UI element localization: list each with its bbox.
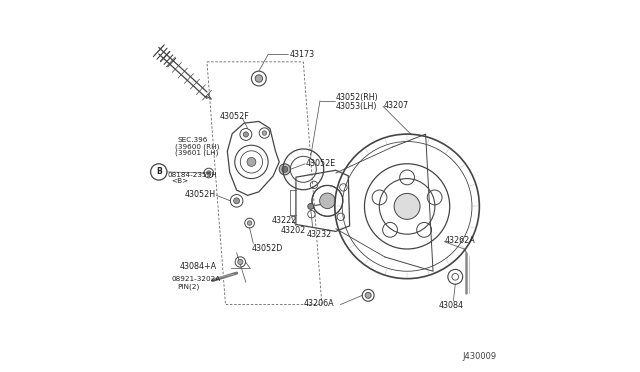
Text: 43207: 43207 xyxy=(384,101,409,110)
Text: J430009: J430009 xyxy=(462,352,496,361)
Circle shape xyxy=(248,221,252,225)
Circle shape xyxy=(279,164,291,175)
Circle shape xyxy=(365,292,371,298)
Text: 43052H: 43052H xyxy=(185,190,216,199)
Text: 43173: 43173 xyxy=(289,50,314,59)
Circle shape xyxy=(262,131,267,135)
Text: 43052D: 43052D xyxy=(252,244,283,253)
Text: 43084+A: 43084+A xyxy=(179,262,216,271)
Circle shape xyxy=(319,193,335,209)
Circle shape xyxy=(234,198,239,204)
Text: <B>: <B> xyxy=(171,178,188,184)
Text: 43052F: 43052F xyxy=(220,112,250,121)
Text: 08921-3202A: 08921-3202A xyxy=(172,276,221,282)
Text: 08184-2355H: 08184-2355H xyxy=(167,172,217,178)
Circle shape xyxy=(255,75,262,82)
Text: 43053(LH): 43053(LH) xyxy=(335,102,377,111)
Circle shape xyxy=(243,132,248,137)
Text: 43206A: 43206A xyxy=(303,299,334,308)
Circle shape xyxy=(282,166,288,172)
Text: 43052E: 43052E xyxy=(306,159,336,168)
Circle shape xyxy=(207,171,211,175)
Text: SEC.396: SEC.396 xyxy=(177,137,208,143)
Circle shape xyxy=(237,259,243,264)
Text: PIN(2): PIN(2) xyxy=(177,283,200,290)
Circle shape xyxy=(394,193,420,219)
Text: 43202: 43202 xyxy=(281,225,307,234)
Text: 43052(RH): 43052(RH) xyxy=(335,93,378,102)
Text: 43084: 43084 xyxy=(438,301,463,310)
Text: (39600 (RH): (39600 (RH) xyxy=(175,143,219,150)
Text: 43222: 43222 xyxy=(272,217,297,225)
Text: B: B xyxy=(156,167,162,176)
Circle shape xyxy=(308,203,314,209)
Text: (39601 (LH): (39601 (LH) xyxy=(175,150,218,156)
Circle shape xyxy=(247,157,256,166)
Text: 43232: 43232 xyxy=(307,230,332,239)
Text: 43262A: 43262A xyxy=(445,235,476,245)
